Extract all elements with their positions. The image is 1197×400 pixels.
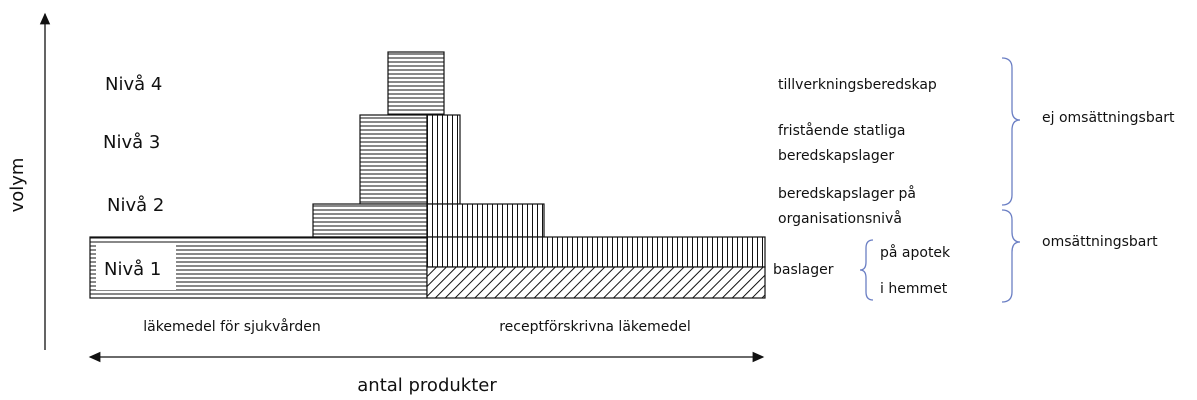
description: beredskapslager på bbox=[778, 185, 916, 202]
description: i hemmet bbox=[880, 281, 948, 297]
brace bbox=[1001, 209, 1021, 303]
block-level3-left bbox=[359, 114, 428, 205]
description: baslager bbox=[773, 262, 834, 278]
block-level4 bbox=[387, 51, 445, 116]
level-label: Nivå 4 bbox=[105, 74, 162, 95]
description: beredskapslager bbox=[778, 148, 894, 164]
block-level1-bottom bbox=[426, 266, 766, 299]
description: organisationsnivå bbox=[778, 210, 902, 227]
label-bg bbox=[96, 245, 176, 290]
group-label: ej omsättningsbart bbox=[1042, 110, 1175, 126]
braces bbox=[859, 57, 1021, 303]
block-level3-right bbox=[426, 114, 461, 205]
y-label: volym bbox=[7, 158, 28, 213]
group-label: omsättningsbart bbox=[1042, 234, 1158, 250]
description: tillverkningsberedskap bbox=[778, 77, 937, 93]
category: läkemedel för sjukvården bbox=[143, 318, 320, 335]
brace bbox=[859, 239, 874, 301]
level-label: Nivå 3 bbox=[103, 132, 160, 153]
x-label: antal produkter bbox=[357, 375, 497, 396]
description: på apotek bbox=[880, 244, 951, 261]
level-label: Nivå 2 bbox=[107, 195, 164, 216]
block-level2-left bbox=[312, 203, 428, 238]
description: fristående statliga bbox=[778, 122, 905, 139]
block-level1-top bbox=[426, 236, 766, 268]
blocks bbox=[89, 51, 766, 299]
brace bbox=[1001, 57, 1021, 206]
block-level2-right bbox=[426, 203, 545, 238]
level-label: Nivå 1 bbox=[104, 259, 161, 280]
category: receptförskrivna läkemedel bbox=[499, 319, 691, 335]
